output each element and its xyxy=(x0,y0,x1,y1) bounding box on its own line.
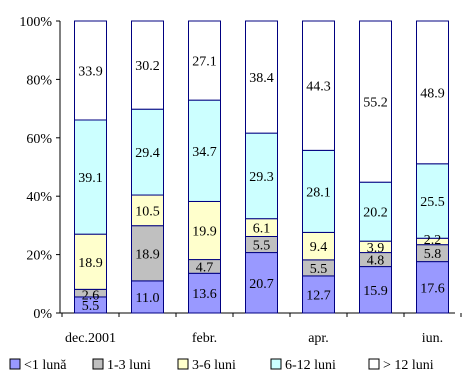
bar-segment xyxy=(131,194,164,227)
data-label: 30.2 xyxy=(135,59,160,74)
data-label: 4.7 xyxy=(196,260,214,275)
data-label: 55.2 xyxy=(363,96,388,111)
bar-segment xyxy=(416,163,449,239)
data-label: 18.9 xyxy=(78,256,103,271)
data-label: 34.7 xyxy=(192,145,217,160)
y-tick-label: 20% xyxy=(26,249,52,264)
data-label: 5.8 xyxy=(424,247,442,262)
bar-segment xyxy=(188,20,221,101)
legend-label: 6-12 luni xyxy=(285,358,336,373)
bar-segment xyxy=(245,20,278,134)
bar-segment xyxy=(131,108,164,196)
legend-swatch xyxy=(177,358,189,370)
legend-label: 1-3 luni xyxy=(107,358,151,373)
legend-swatch xyxy=(92,358,104,370)
bar-segment xyxy=(416,20,449,165)
data-label: 20.7 xyxy=(249,277,274,292)
x-tick-label: apr. xyxy=(308,331,329,346)
bar-segment xyxy=(302,149,335,233)
data-label: 48.9 xyxy=(420,86,445,101)
bar-segment xyxy=(131,280,164,314)
data-label: 5.5 xyxy=(310,262,328,277)
bar-segment xyxy=(359,20,392,183)
data-label: 29.4 xyxy=(135,146,160,161)
bar-segment xyxy=(302,20,335,151)
legend-swatch xyxy=(9,358,21,370)
data-label: 11.0 xyxy=(136,291,160,306)
bar-segment xyxy=(131,20,164,110)
data-label: 2.6 xyxy=(82,288,100,303)
data-label: 29.3 xyxy=(249,170,274,185)
x-tick-label: febr. xyxy=(192,331,217,346)
bar-segment xyxy=(245,132,278,220)
bar-segment xyxy=(131,225,164,282)
data-label: 27.1 xyxy=(192,55,217,70)
y-tick-label: 60% xyxy=(26,132,52,147)
legend-label: 3-6 luni xyxy=(192,358,236,373)
chart-legend: <1 lună 1-3 luni 3-6 luni 6-12 luni > 12 lun… xyxy=(9,358,434,373)
data-label: 25.5 xyxy=(420,195,445,210)
bar-segment xyxy=(359,181,392,242)
y-tick-label: 0% xyxy=(33,307,52,322)
bar-segment xyxy=(74,119,107,235)
data-label: 15.9 xyxy=(363,284,388,299)
data-label: 9.4 xyxy=(310,240,328,255)
chart-data-labels: 5.52.618.939.133.911.018.910.529.430.213… xyxy=(78,55,445,314)
data-label: 4.8 xyxy=(367,254,385,269)
bar-segment xyxy=(74,20,107,121)
data-label: 28.1 xyxy=(306,185,331,200)
bar-segment xyxy=(188,272,221,314)
data-label: 38.4 xyxy=(249,71,274,86)
data-label: 39.1 xyxy=(78,171,103,186)
legend-label: <1 lună xyxy=(24,358,67,373)
data-label: 5.5 xyxy=(253,239,271,254)
data-label: 6.1 xyxy=(253,222,271,237)
data-label: 44.3 xyxy=(306,80,331,95)
legend-label: > 12 luni xyxy=(383,358,434,373)
data-label: 33.9 xyxy=(78,64,103,79)
x-tick-label: dec.2001 xyxy=(65,331,116,346)
data-label: 13.6 xyxy=(192,287,217,302)
legend-swatch xyxy=(270,358,282,370)
chart-axes: 0% 20% 40% 60% 80% 100% dec.2001 febr. apr. iun. xyxy=(19,15,462,346)
data-label: 17.6 xyxy=(420,281,445,296)
data-label: 19.9 xyxy=(192,225,217,240)
data-label: 10.5 xyxy=(135,204,160,219)
data-label: 3.9 xyxy=(367,241,385,256)
y-tick-label: 100% xyxy=(19,15,52,30)
data-label: 2.2 xyxy=(424,233,442,248)
data-label: 18.9 xyxy=(135,247,160,262)
data-label: 5.5 xyxy=(82,299,100,314)
y-tick-label: 80% xyxy=(26,73,52,88)
data-label: 12.7 xyxy=(306,288,331,303)
y-tick-label: 40% xyxy=(26,190,52,205)
bar-segment xyxy=(359,266,392,314)
bar-segment xyxy=(74,233,107,290)
bar-segment xyxy=(188,200,221,261)
chart-bars xyxy=(74,20,449,314)
bar-segment xyxy=(302,275,335,314)
legend-swatch xyxy=(368,358,380,370)
data-label: 20.2 xyxy=(363,206,388,221)
x-tick-label: iun. xyxy=(422,331,443,346)
